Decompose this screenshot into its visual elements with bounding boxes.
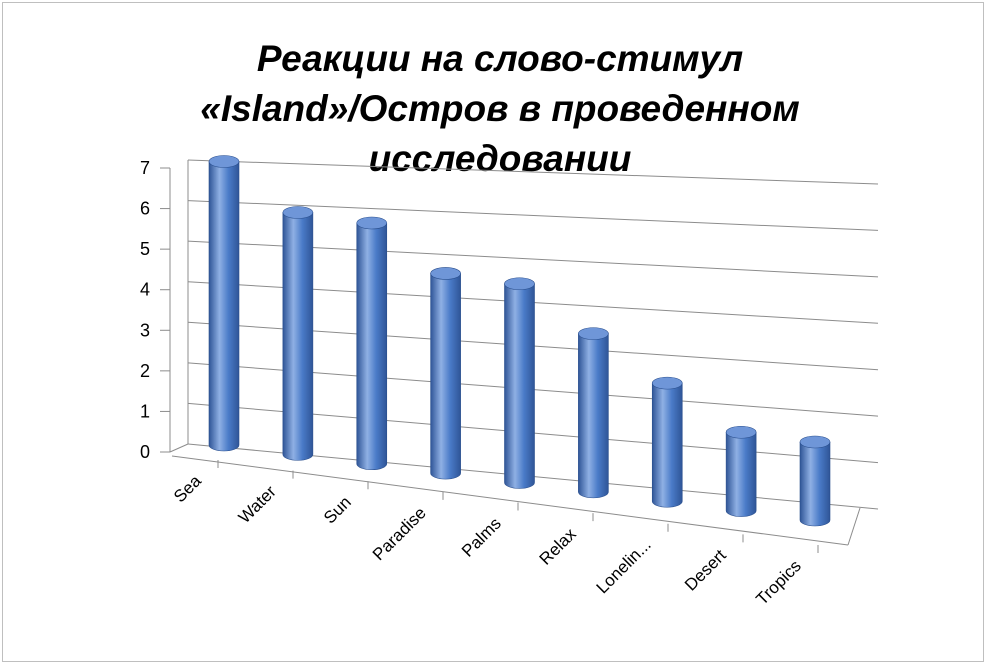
category-label: Desert bbox=[681, 546, 730, 595]
chart-title-line-2: «Island»/Остров в проведенном bbox=[200, 88, 800, 129]
chart-title: Реакции на слово-стимул «Island»/Остров … bbox=[150, 34, 850, 184]
bar-top-cap bbox=[578, 327, 609, 340]
category-label: Tropics bbox=[752, 556, 804, 608]
category-label: Sea bbox=[170, 471, 205, 506]
bar-top-cap bbox=[651, 376, 683, 390]
y-tick-label: 2 bbox=[140, 361, 150, 381]
category-label: Water bbox=[235, 482, 280, 527]
y-tick-label: 6 bbox=[140, 199, 150, 219]
bar-paradise bbox=[430, 273, 461, 480]
bar-top-cap bbox=[282, 206, 314, 219]
chart-title-line-3: исследовании bbox=[368, 138, 632, 179]
bar-sea bbox=[208, 161, 240, 452]
bar-desert bbox=[725, 431, 757, 517]
bar-lonelin bbox=[651, 382, 683, 508]
x-axis-line bbox=[171, 455, 849, 546]
bar-top-cap bbox=[799, 435, 831, 449]
y-tick-label: 1 bbox=[140, 401, 150, 421]
bar-top-cap bbox=[725, 425, 757, 439]
bar-relax bbox=[578, 333, 609, 499]
y-tick-label: 0 bbox=[140, 442, 150, 462]
bar-top-cap bbox=[430, 267, 461, 280]
bar-water bbox=[282, 212, 314, 461]
y-tick-label: 7 bbox=[140, 158, 150, 178]
floor-edge-right bbox=[847, 507, 861, 546]
bar-sun bbox=[356, 222, 388, 471]
y-tick-label: 4 bbox=[140, 280, 150, 300]
y-tick-label: 5 bbox=[140, 239, 150, 259]
category-label: Sun bbox=[320, 493, 355, 528]
chart-title-line-1: Реакции на слово-стимул bbox=[256, 38, 744, 79]
category-label: Lonelin... bbox=[593, 535, 655, 597]
category-label: Paradise bbox=[369, 503, 430, 564]
bar-palms bbox=[504, 283, 535, 489]
floor-edge-left bbox=[169, 443, 189, 453]
gridline-7 bbox=[187, 159, 879, 185]
bar-top-cap bbox=[356, 216, 388, 230]
gridline-6 bbox=[187, 200, 879, 231]
category-label: Palms bbox=[458, 514, 505, 561]
bar-top-cap bbox=[208, 155, 240, 168]
bar-tropics bbox=[799, 441, 831, 527]
y-tick-label: 3 bbox=[140, 320, 150, 340]
bar-top-cap bbox=[504, 277, 535, 291]
category-label: Relax bbox=[536, 524, 581, 569]
